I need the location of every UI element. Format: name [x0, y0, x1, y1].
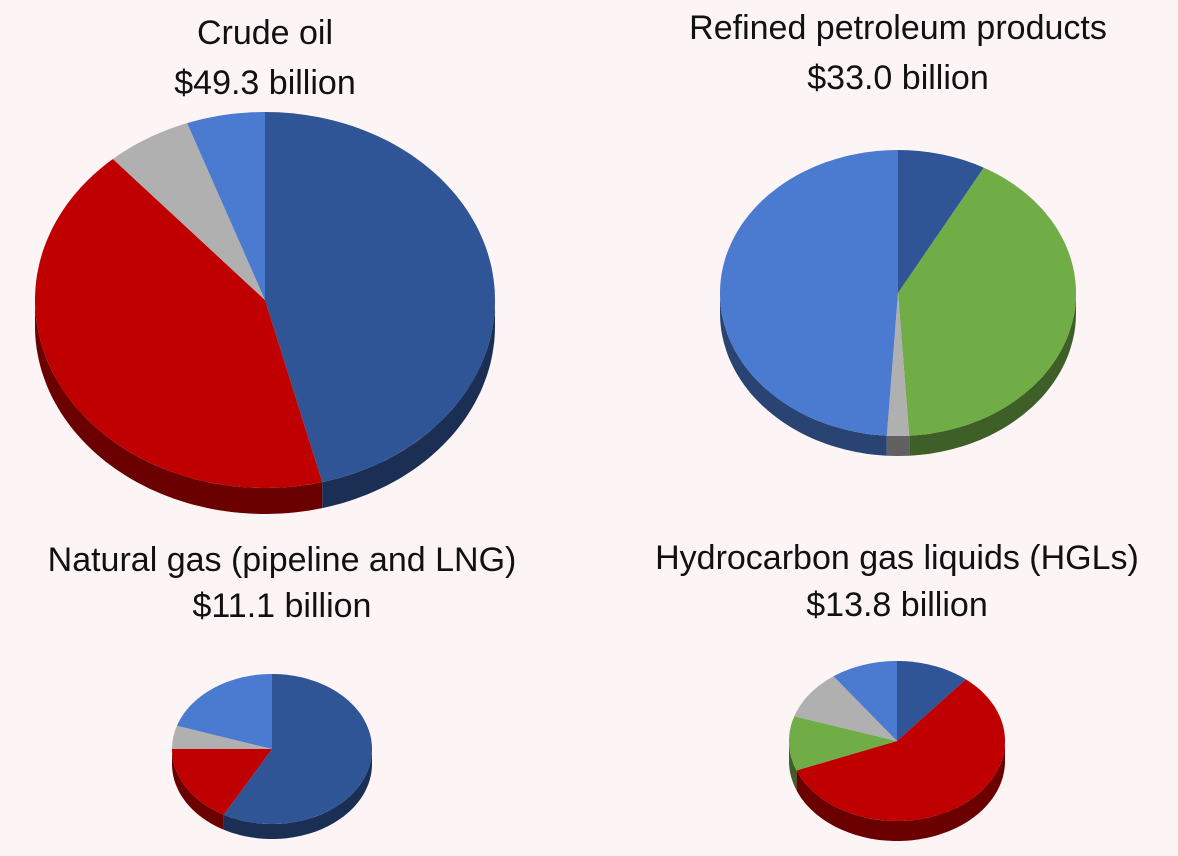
- chart-title: Refined petroleum products: [689, 9, 1107, 47]
- slice-side: [223, 749, 372, 839]
- slice: [794, 676, 897, 741]
- slice: [35, 159, 323, 488]
- chart-subtitle: $33.0 billion: [807, 59, 988, 97]
- slice: [796, 679, 1005, 821]
- chart-title: Crude oil: [197, 14, 333, 52]
- slice-side: [886, 435, 910, 456]
- slice: [112, 123, 266, 300]
- slice-side: [789, 741, 797, 791]
- slice-side: [909, 293, 1076, 456]
- slice: [265, 112, 495, 483]
- slice: [833, 661, 897, 741]
- chart-title: Hydrocarbon gas liquids (HGLs): [655, 539, 1139, 577]
- slice: [886, 293, 910, 436]
- slice-side: [796, 741, 1005, 841]
- chart-subtitle: $11.1 billion: [193, 587, 372, 625]
- slice: [172, 749, 272, 815]
- slice: [898, 167, 1076, 436]
- slice-side: [720, 293, 887, 456]
- slice-side: [35, 300, 323, 514]
- slice: [720, 150, 898, 436]
- slice: [897, 661, 966, 741]
- chart-subtitle: $49.3 billion: [174, 64, 355, 102]
- slice: [176, 674, 272, 749]
- slice: [898, 150, 984, 293]
- slice-side: [172, 749, 224, 830]
- chart-subtitle: $13.8 billion: [806, 586, 987, 624]
- slice: [172, 725, 272, 749]
- chart-title: Natural gas (pipeline and LNG): [48, 541, 517, 579]
- slice-side: [322, 300, 495, 509]
- slice: [789, 716, 897, 771]
- slice: [187, 112, 265, 300]
- slice: [223, 674, 372, 824]
